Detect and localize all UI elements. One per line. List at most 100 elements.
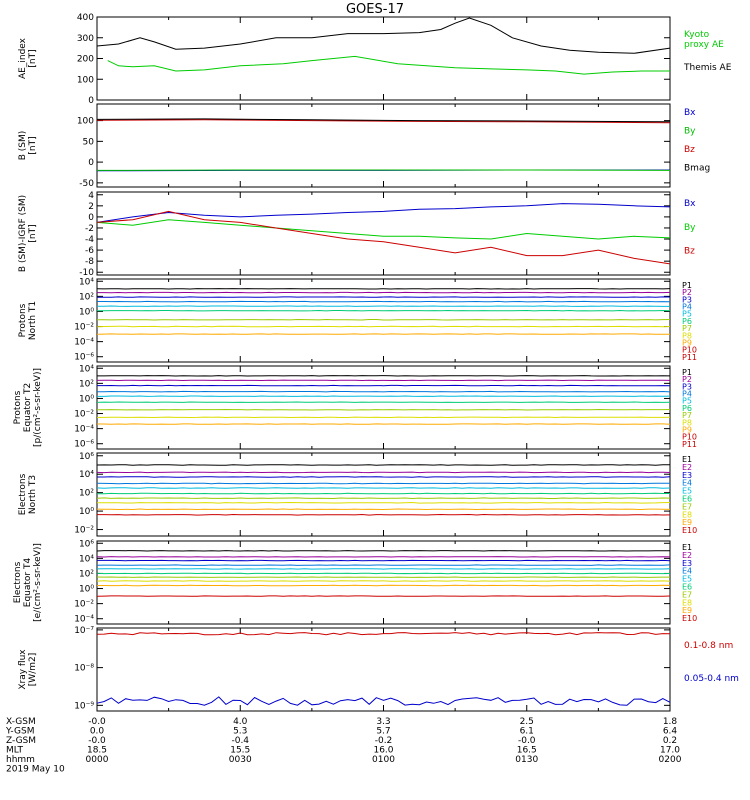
y-tick-label: 10⁻⁴ [74,338,94,348]
x-axis-date: 2019 May 10 [6,765,65,775]
y-tick-label: 10⁰ [79,507,94,517]
y-axis-label: ElectronsEquator T4[e/(cm²-s-sr-keV)] [13,543,43,622]
legend-label: P10 [682,346,697,355]
panel-frame [96,540,671,625]
legend-label: E6 [682,495,692,504]
x-axis-value: -0.0 [88,717,106,727]
legend-label: By [684,127,696,137]
y-axis-label-line: Protons [13,390,23,424]
panel-bsm: -50 0 50 100 B (SM)[nT] Bx By Bz Bmag [18,103,710,189]
y-tick-label: -10 [79,268,94,278]
y-tick-label: -2 [85,224,94,234]
plot-title: GOES-17 [345,2,404,17]
y-tick-label: 10⁻² [74,410,94,420]
series-line-bx [96,203,671,223]
y-axis-label: AE_index[nT] [18,37,38,79]
legend-label: E8 [682,510,692,519]
x-axis-row-label: hhmm [6,755,35,765]
x-axis-value: 2.5 [520,717,534,727]
series-line-kyoto-proxy-ae [107,55,670,75]
legend-label: E5 [682,575,692,584]
series-line-bz [96,119,671,124]
series-line-e1 [96,464,670,466]
legend-label: P2 [682,375,692,384]
y-tick-label: -6 [85,246,94,256]
panel-frame [96,16,671,101]
x-axis-value: -0.4 [231,736,249,746]
series-line-bz [96,210,671,265]
y-tick-label: 400 [77,13,94,23]
series-line-0-1-0-8-nm [96,632,671,636]
panel-electrons_equator: 10⁻⁴ 10⁻² 10⁰ 10² 10⁴ 10⁶ ElectronsEquator T4[… [13,539,697,624]
y-axis-label-line: Protons [18,303,28,337]
x-axis-value: 0130 [515,755,538,765]
y-axis-label-line: [nT] [28,224,38,242]
legend-label: E1 [682,455,692,464]
y-axis-label-line: [W/m2] [28,653,38,686]
x-axis-value: -0.0 [518,736,536,746]
x-axis-value: 5.7 [376,727,390,737]
x-axis-value: 0000 [86,755,109,765]
y-tick-label: 10⁻⁶ [74,353,94,363]
x-axis-value: 5.3 [233,727,247,737]
y-tick-label: 10⁻⁸ [74,664,94,674]
panel-protons_north: 10⁻⁶ 10⁻⁴ 10⁻² 10⁰ 10² 10⁴ ProtonsNorth T1 P1P2… [18,277,697,362]
y-axis-label-line: AE_index [18,37,28,79]
y-axis-label-line: B (SM)-IGRF (SM) [18,195,28,272]
legend-label: E3 [682,471,692,480]
legend-label: E9 [682,518,692,527]
y-axis-label: B (SM)[nT] [18,131,38,161]
x-axis-value: 0200 [659,755,682,765]
y-tick-label: 10⁶ [79,452,94,462]
legend-label: 0.1-0.8 nm [684,641,733,651]
y-tick-label: 2 [88,202,94,212]
series-line-e8 [97,501,671,504]
legend-label: P10 [682,433,697,442]
panel-frame [96,103,671,188]
x-axis-row-label: X-GSM [6,717,36,727]
y-tick-label: 10⁻⁷ [74,626,94,636]
x-axis-value: 1.8 [663,717,678,727]
y-tick-label: 10² [79,379,94,389]
x-axis-value: -0.0 [88,736,106,746]
y-axis-label-line: [nT] [28,136,38,154]
legend-label: P2 [682,288,692,297]
y-tick-label: 100 [77,75,94,85]
y-axis-label-line: [p/(cm²-s-sr-keV)] [33,368,43,447]
x-axis-value: 15.5 [230,746,250,756]
y-tick-label: 10⁻² [74,323,94,333]
y-tick-label: 10⁴ [79,470,94,480]
y-axis-label: ProtonsEquator T2[p/(cm²-s-sr-keV)] [13,368,43,447]
y-tick-label: 100 [77,117,94,127]
y-tick-label: 0 [88,213,94,223]
series-line-e5 [96,487,671,489]
x-axis-row-label: Z-GSM [6,736,36,746]
y-axis-label: ElectronsNorth T3 [18,473,38,515]
legend-label: P3 [682,382,692,391]
series-line-e4 [96,482,670,485]
legend-label: Bx [684,199,696,209]
y-axis-label-line: North T3 [28,475,38,514]
panel-frame [96,365,671,450]
legend-label: E6 [682,583,692,592]
y-tick-label: 10⁰ [79,394,94,404]
series-line-e6 [96,492,670,495]
legend-label: E2 [682,463,692,472]
y-tick-label: 10² [79,569,94,579]
series-line-e10 [97,513,671,516]
y-tick-label: 10⁰ [79,585,94,595]
legend-label: E1 [682,543,692,552]
panel-protons_equator: 10⁻⁶ 10⁻⁴ 10⁻² 10⁰ 10² 10⁴ ProtonsEquator T2[p… [13,364,697,449]
legend-label: P4 [682,390,692,399]
legend-label: Kyoto [684,30,710,40]
panel-xray: 10⁻⁹ 10⁻⁸ 10⁻⁷ Xray flux[W/m2] 0.1-0.8 nm 0.0… [18,626,739,712]
y-axis-label-line: Electrons [13,561,23,603]
x-axis-value: 0100 [372,755,395,765]
y-axis-label-line: B (SM) [18,131,28,161]
y-tick-label: 10⁻⁶ [74,440,94,450]
series-line-e2 [96,471,671,474]
x-axis-value: 16.0 [373,746,393,756]
series-line-p4 [96,390,671,393]
